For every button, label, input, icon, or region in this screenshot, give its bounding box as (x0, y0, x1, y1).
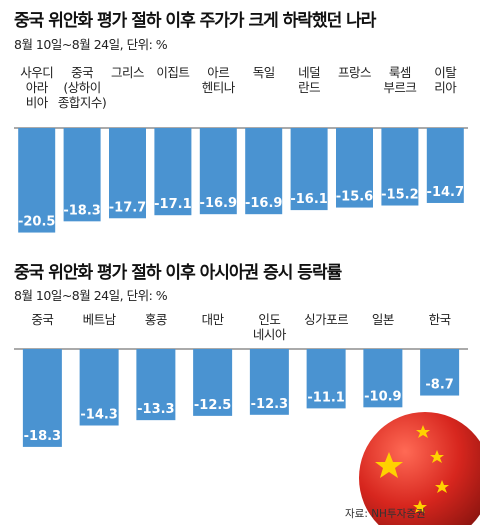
chart1-bar (199, 128, 237, 215)
chart1-value-label: -17.1 (154, 197, 191, 212)
chart1-bar (381, 128, 419, 206)
source-note: 자료: NH투자증권 (345, 508, 426, 520)
chart2-bar (79, 349, 119, 426)
chart1-category-label: 네덜 란드 (298, 65, 320, 95)
chart1-bar (63, 128, 101, 222)
chart2-subtitle: 8월 10일~8월 24일, 단위: % (14, 288, 168, 303)
chart2-value-label: -8.7 (425, 378, 453, 393)
chart1-bar (18, 128, 56, 233)
chart1-bar (336, 128, 373, 208)
chart1-bars: -20.5 사우디 아라 비아 -18.3 중국 (상하이 종합지수) -17.7 그리스 -17.… (14, 65, 468, 233)
chart1-bar (426, 128, 464, 203)
chart2-bars: -18.3 중국 -14.3 베트남 -13.3 홍콩 -12.5 대만 -12.3 인도 네시아 -… (14, 312, 468, 447)
chart2-category-label: 한국 (429, 312, 451, 327)
chart2-value-label: -18.3 (24, 429, 61, 444)
chart1-value-label: -14.7 (427, 185, 464, 200)
chart1-category-label: 이탈 리아 (434, 65, 457, 95)
chart2-bar (306, 349, 346, 409)
chart2-category-label: 싱가포르 (304, 312, 348, 327)
chart1-category-label: 중국 (상하이 종합지수) (58, 65, 106, 110)
chart1-value-label: -16.9 (200, 196, 237, 211)
chart1-bar (290, 128, 328, 211)
chart1-category-label: 사우디 아라 비아 (20, 65, 53, 110)
chart1-bar (245, 128, 283, 215)
chart2-value-label: -12.3 (251, 397, 288, 412)
chart2-category-label: 일본 (372, 312, 394, 327)
china-flag-ball-icon (359, 412, 480, 525)
chart1-value-label: -18.3 (63, 203, 100, 218)
chart2-value-label: -14.3 (80, 408, 117, 423)
chart2-bar (136, 349, 176, 421)
chart2-bar (363, 349, 403, 408)
chart2-category-label: 대만 (202, 312, 225, 327)
chart1-value-label: -17.7 (109, 200, 146, 215)
chart1-category-label: 룩셈 부르크 (383, 65, 416, 95)
chart2-bar (22, 349, 62, 447)
chart2-category-label: 인도 네시아 (253, 312, 287, 342)
chart1-value-label: -16.9 (245, 196, 282, 211)
chart2-value-label: -10.9 (364, 389, 401, 404)
chart1-category-label: 프랑스 (338, 65, 371, 80)
chart1-category-label: 독일 (253, 65, 275, 80)
chart1-category-label: 아르 헨티나 (202, 65, 236, 95)
chart2-bar (193, 349, 233, 416)
chart1-bar (154, 128, 192, 216)
chart2-bar (249, 349, 289, 415)
chart2-bar (420, 349, 460, 396)
chart1-category-label: 이집트 (156, 65, 189, 80)
chart2-category-label: 홍콩 (145, 312, 167, 327)
chart2-value-label: -13.3 (137, 402, 174, 417)
chart1-value-label: -20.5 (18, 215, 55, 230)
chart2-title: 중국 위안화 평가 절하 이후 아시아권 증시 등락률 (14, 263, 342, 283)
chart1-bar (109, 128, 146, 219)
chart1-title: 중국 위안화 평가 절하 이후 주가가 크게 하락했던 나라 (14, 11, 376, 31)
chart2-category-label: 베트남 (83, 312, 117, 327)
chart2-value-label: -11.1 (307, 390, 344, 405)
chart2-value-label: -12.5 (194, 398, 231, 413)
chart1-subtitle: 8월 10일~8월 24일, 단위: % (14, 37, 168, 52)
chart1-value-label: -15.2 (381, 188, 418, 203)
chart1-value-label: -16.1 (290, 192, 327, 207)
chart1-category-label: 그리스 (111, 65, 144, 80)
chart2-category-label: 중국 (31, 312, 53, 327)
chart1-value-label: -15.6 (336, 190, 373, 205)
